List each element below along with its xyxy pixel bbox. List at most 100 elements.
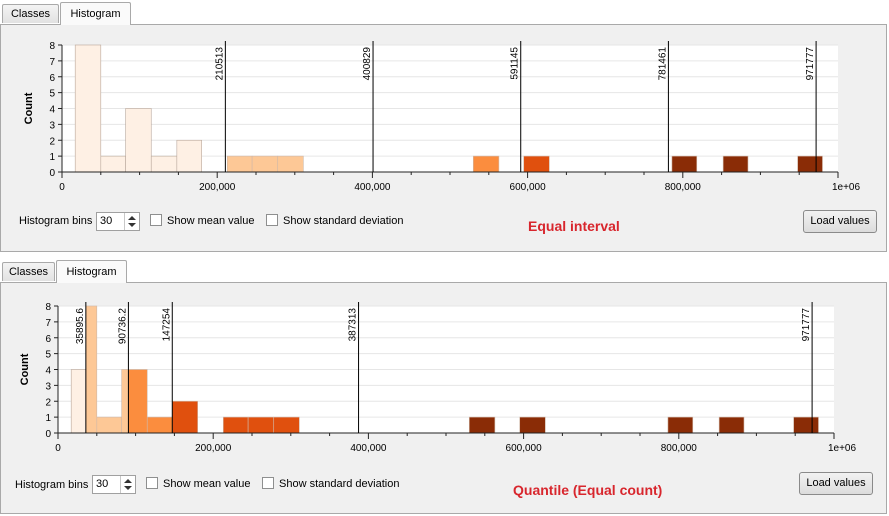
x-tick-label: 0: [55, 443, 61, 454]
histogram-chart: 0 1 2 3 4 5 6 7 8 0 200,000 400,000 600,000 800,000 1e…: [19, 302, 857, 454]
histogram-bins-label: Histogram bins: [15, 479, 89, 491]
y-tick-label: 3: [45, 381, 51, 392]
y-tick-label: 4: [45, 366, 51, 377]
histogram-bins-spinbox[interactable]: 30: [96, 212, 140, 231]
method-label: Quantile (Equal count): [513, 482, 663, 498]
x-tick-label: 600,000: [510, 182, 547, 193]
y-axis-label: Count: [23, 92, 35, 124]
spin-down-icon[interactable]: [128, 223, 136, 227]
y-tick-label: 5: [45, 350, 51, 361]
histogram-bar: [519, 416, 546, 434]
y-tick-label: 8: [45, 302, 51, 313]
show-mean-label: Show mean value: [167, 215, 255, 227]
tab-bar: Classes Histogram: [0, 2, 889, 25]
x-tick-label: 800,000: [665, 182, 702, 193]
tab-histogram[interactable]: Histogram: [60, 2, 131, 25]
class-break-label: 781461: [657, 47, 668, 81]
y-tick-label: 0: [49, 168, 55, 179]
show-std-checkbox[interactable]: [262, 477, 274, 489]
class-break-label: 971777: [805, 47, 816, 81]
show-mean-label: Show mean value: [163, 478, 251, 490]
histogram-bar: [251, 155, 279, 173]
spin-arrows[interactable]: [124, 213, 139, 230]
histogram-bar: [671, 155, 698, 173]
y-tick-label: 3: [49, 120, 55, 131]
histogram-bins-spinbox[interactable]: 30: [92, 475, 136, 494]
histogram-bar: [273, 416, 300, 434]
class-break-label: 591145: [510, 47, 521, 80]
histogram-bar: [96, 416, 122, 434]
tab-histogram[interactable]: Histogram: [56, 260, 127, 283]
histogram-bar: [667, 416, 694, 434]
spin-up-icon[interactable]: [124, 479, 132, 483]
tab-classes[interactable]: Classes: [2, 262, 55, 281]
histogram-page: 0 1 2 3 4 5 6 7 8 0 200,000 400,000 600,000 800,000 1e…: [0, 282, 887, 514]
histogram-bar: [128, 369, 148, 434]
histogram-bar: [176, 139, 202, 173]
y-tick-label: 1: [49, 152, 55, 163]
y-tick-label: 1: [45, 413, 51, 424]
histogram-bar: [74, 44, 102, 173]
histogram-bar: [793, 416, 819, 434]
histogram-bar: [523, 155, 550, 173]
class-break-label: 387313: [348, 308, 359, 342]
class-break-label: 90736.2: [117, 308, 128, 345]
histogram-bar: [100, 155, 126, 173]
histogram-bar: [797, 155, 823, 173]
tab-bar: Classes Histogram: [0, 260, 889, 283]
spin-arrows[interactable]: [120, 476, 135, 493]
y-tick-label: 5: [49, 89, 55, 100]
x-tick-label: 1e+06: [828, 443, 857, 454]
show-std-label: Show standard deviation: [283, 215, 404, 227]
y-tick-label: 0: [45, 429, 51, 440]
class-break-label: 210513: [214, 47, 225, 81]
y-axis-label: Count: [19, 353, 31, 385]
load-values-button[interactable]: Load values: [803, 210, 877, 233]
show-mean-checkbox[interactable]: [146, 477, 158, 489]
histogram-bar: [277, 155, 304, 173]
spin-down-icon[interactable]: [124, 486, 132, 490]
histogram-bar: [121, 369, 129, 434]
x-tick-label: 400,000: [354, 182, 391, 193]
histogram-bins-value: 30: [100, 215, 113, 227]
histogram-bar: [472, 155, 500, 173]
show-std-checkbox[interactable]: [266, 214, 278, 226]
histogram-bar: [222, 416, 249, 434]
x-tick-label: 0: [59, 182, 65, 193]
x-tick-label: 1e+06: [832, 182, 861, 193]
tab-classes[interactable]: Classes: [2, 4, 59, 23]
histogram-bar: [468, 416, 496, 434]
histogram-bar: [172, 400, 198, 434]
histogram-bar: [247, 416, 275, 434]
show-std-label: Show standard deviation: [279, 478, 400, 490]
y-tick-label: 4: [49, 105, 55, 116]
show-mean-checkbox[interactable]: [150, 214, 162, 226]
class-break-label: 147254: [161, 308, 172, 342]
histogram-page: 0 1 2 3 4 5 6 7 8 0 200,000 400,000 600,000 800,000 1e…: [0, 24, 887, 252]
class-break-label: 35895.6: [75, 308, 86, 345]
histogram-bar: [226, 155, 253, 173]
y-tick-label: 2: [45, 397, 51, 408]
histogram-bins-value: 30: [96, 478, 109, 490]
class-break-label: 971777: [801, 308, 812, 342]
class-break-label: 400829: [362, 47, 373, 81]
load-values-button[interactable]: Load values: [799, 472, 873, 495]
y-tick-label: 8: [49, 41, 55, 52]
histogram-panel-equal-interval: Classes Histogram 0 1 2 3 4 5 6 7 8 0 200,000 400,0…: [0, 0, 889, 256]
method-label: Equal interval: [528, 218, 620, 234]
histogram-panel-quantile: Classes Histogram 0 1 2 3 4 5 6 7 8 0 200,000 400,0…: [0, 258, 889, 516]
y-tick-label: 7: [49, 57, 55, 68]
x-tick-label: 800,000: [661, 443, 698, 454]
histogram-bar: [718, 416, 745, 434]
x-tick-label: 400,000: [350, 443, 387, 454]
y-tick-label: 7: [45, 318, 51, 329]
histogram-bar: [722, 155, 749, 173]
histogram-bins-label: Histogram bins: [19, 215, 93, 227]
y-tick-label: 2: [49, 136, 55, 147]
histogram-bar: [146, 416, 173, 434]
x-tick-label: 200,000: [199, 182, 236, 193]
y-tick-label: 6: [49, 73, 55, 84]
histogram-bar: [70, 369, 87, 434]
histogram-bar: [150, 155, 178, 173]
spin-up-icon[interactable]: [128, 216, 136, 220]
